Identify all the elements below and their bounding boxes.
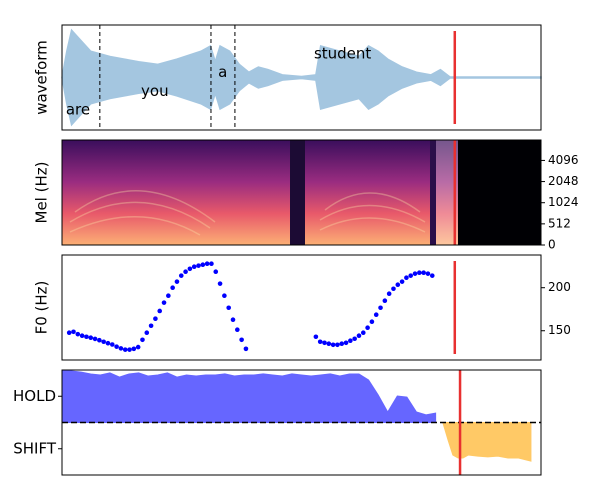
f0-point [88,335,94,341]
f0-point [343,340,349,346]
y-tick-label: 200 [548,280,571,294]
f0-point [114,344,119,349]
f0-point [135,344,141,350]
f0-point [127,347,132,352]
y-tick-label: HOLD [13,387,56,405]
y-tick-label: 512 [548,216,571,230]
f0-point [71,329,76,335]
word-label: are [66,101,90,119]
f0-point [386,291,392,297]
f0-point [421,270,426,276]
f0-point [109,342,115,347]
f0-point [157,308,163,314]
f0-point [378,305,383,311]
f0-point [217,281,223,286]
y-tick-label: 4096 [548,153,579,167]
y-tick-label: 1024 [548,195,579,209]
f0-point [226,305,231,311]
f0-point [178,273,184,278]
f0-point [196,263,201,268]
f0-point [365,325,370,331]
axes-frame [61,254,542,361]
f0-point [200,262,206,268]
axes-frame [61,369,542,476]
f0-point [235,327,240,333]
spectrogram-image [62,140,541,245]
y-axis-label: F0 (Hz) [33,281,51,335]
f0-point [66,330,72,336]
f0-point [417,270,422,276]
f0-point [140,337,145,343]
y-tick-label: SHIFT [13,439,57,457]
f0-point [187,266,193,272]
y-tick-label: 150 [548,323,571,337]
f0-point [153,316,158,321]
f0-point [404,275,409,281]
f0-point [391,286,396,292]
f0-point [356,333,362,339]
f0-point [369,319,375,325]
f0-point [122,347,128,352]
f0-point [313,334,319,340]
area [61,369,437,423]
f0-point [348,338,353,344]
waveform-envelope [61,28,542,127]
f0-point [322,340,327,346]
f0-point [230,317,236,323]
f0-point [204,261,210,266]
f0-point [339,341,345,347]
f0-point [243,346,249,352]
f0-point [429,273,435,278]
y-axis-label: Mel (Hz) [33,162,51,224]
f0-point [395,282,401,287]
f0-point [166,293,171,299]
f0-point [425,271,431,276]
f0-point [97,337,102,343]
axes-frame [61,139,542,246]
f0-point [352,336,357,342]
y-axis-label: waveform [33,40,51,115]
f0-point [239,337,244,343]
word-label: student [314,44,371,62]
y-tick-label: 0 [548,238,556,252]
area [442,422,532,462]
f0-point [84,334,89,340]
word-label: you [141,82,169,100]
f0-point [382,298,388,304]
f0-point [79,333,85,339]
f0-point [373,312,379,318]
f0-point [118,346,124,351]
f0-point [170,285,175,291]
f0-point [144,330,150,336]
f0-point [330,342,336,348]
f0-point [101,339,106,345]
f0-point [191,264,197,270]
f0-point [335,342,340,348]
f0-point [399,279,405,284]
f0-point [360,330,366,336]
word-label: a [218,63,227,81]
y-tick-label: 2048 [548,174,579,188]
f0-point [105,340,111,346]
f0-point [209,261,214,266]
f0-point [174,279,180,284]
axes-frame [61,24,542,131]
f0-point [408,273,414,278]
f0-point [148,323,154,329]
f0-point [92,336,98,342]
f0-point [161,300,167,305]
f0-point [183,269,188,274]
f0-point [412,271,418,276]
f0-point [222,293,227,299]
f0-point [75,331,81,337]
f0-point [213,269,219,274]
f0-point [317,339,323,345]
f0-point [131,346,137,352]
f0-point [326,341,332,347]
